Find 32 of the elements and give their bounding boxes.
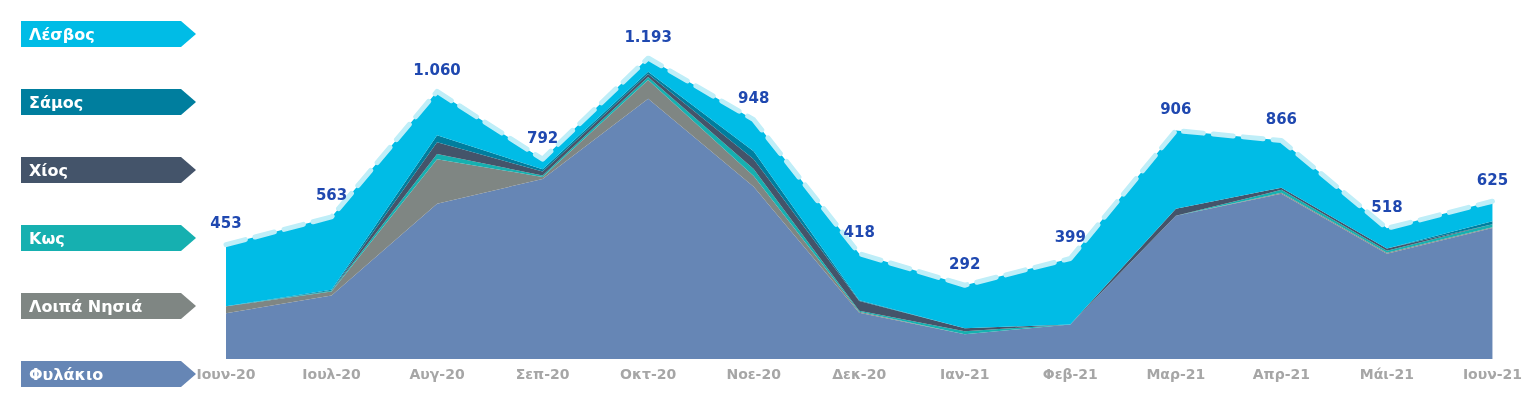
x-tick-label: Σεπ-20 — [515, 366, 570, 382]
x-tick-label: Απρ-21 — [1252, 366, 1310, 382]
x-tick-label: Μάι-21 — [1359, 366, 1415, 382]
annotation: 625 — [1476, 170, 1509, 189]
x-tick-label: Ιουν-21 — [1462, 366, 1523, 382]
annotation: 948 — [738, 89, 770, 108]
annotation: 1.193 — [624, 27, 672, 46]
text: Σάμος — [29, 92, 84, 112]
annotation: 563 — [315, 186, 348, 205]
text: Φυλάκιο — [29, 364, 104, 384]
text: Χίος — [29, 160, 69, 180]
x-tick-label: Ιουν-20 — [196, 366, 256, 382]
annotation: 1.060 — [413, 60, 461, 79]
annotation: 399 — [1054, 227, 1086, 246]
text: Λέσβος — [29, 24, 95, 44]
x-tick-label: Οκτ-20 — [620, 366, 677, 382]
annotation: 418 — [843, 223, 875, 242]
annotation: 906 — [1160, 100, 1192, 119]
x-tick-label: Μαρ-21 — [1146, 366, 1206, 382]
annotation: 292 — [949, 254, 981, 273]
x-tick-label: Φεβ-21 — [1042, 366, 1098, 382]
annotation: 453 — [210, 214, 242, 233]
x-tick-label: Νοε-20 — [726, 366, 782, 382]
text: Κως — [29, 228, 65, 248]
annotation: 792 — [526, 128, 559, 147]
x-tick-label: Αυγ-20 — [409, 366, 465, 382]
annotation: 518 — [1371, 197, 1403, 216]
x-tick-label: Ιουλ-20 — [302, 366, 362, 382]
x-tick-label: Δεκ-20 — [832, 366, 887, 382]
annotation: 866 — [1265, 109, 1298, 128]
text: Λοιπά Νησιά — [29, 296, 143, 316]
x-tick-label: Ιαν-21 — [939, 366, 990, 382]
